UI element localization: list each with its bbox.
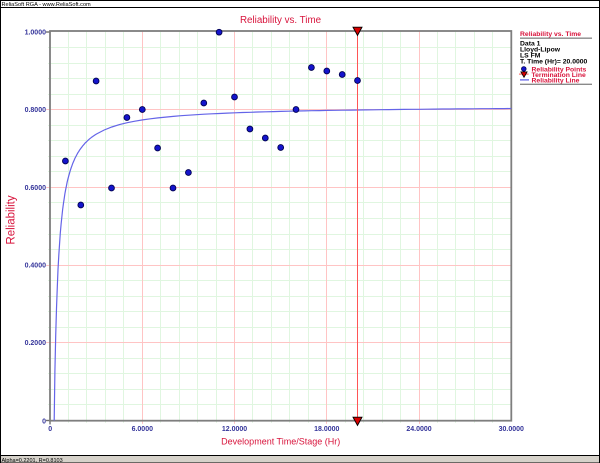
svg-text:LS FM: LS FM — [520, 53, 541, 60]
svg-text:30.0000: 30.0000 — [499, 426, 524, 433]
svg-text:0.8000: 0.8000 — [25, 107, 47, 114]
svg-text:Lloyd-Lipow: Lloyd-Lipow — [520, 47, 561, 54]
svg-text:ReliaSoft RGA - www.ReliaSoft.: ReliaSoft RGA - www.ReliaSoft.com — [2, 2, 92, 8]
svg-text:12.0000: 12.0000 — [222, 426, 247, 433]
svg-text:0: 0 — [48, 426, 52, 433]
svg-text:Reliability Line: Reliability Line — [532, 77, 580, 84]
svg-text:Reliability Points: Reliability Points — [532, 66, 587, 73]
svg-text:Reliability vs. Time: Reliability vs. Time — [240, 15, 322, 26]
svg-text:18.0000: 18.0000 — [314, 426, 339, 433]
svg-text:Reliability: Reliability — [6, 195, 18, 244]
svg-text:Alpha=0.2201, R=0.8103: Alpha=0.2201, R=0.8103 — [2, 458, 63, 463]
svg-text:0: 0 — [42, 418, 46, 425]
svg-text:Reliability vs. Time: Reliability vs. Time — [520, 31, 581, 38]
svg-text:24.0000: 24.0000 — [406, 426, 431, 433]
svg-text:Termination Line: Termination Line — [532, 72, 586, 79]
svg-text:0.6000: 0.6000 — [25, 185, 47, 192]
svg-text:T. Time (Hr)= 20.0000: T. Time (Hr)= 20.0000 — [520, 59, 588, 66]
svg-text:6.0000: 6.0000 — [132, 426, 154, 433]
svg-text:Data 1: Data 1 — [520, 41, 541, 48]
svg-text:0.2000: 0.2000 — [25, 340, 47, 347]
svg-text:0.4000: 0.4000 — [25, 263, 47, 270]
svg-text:Development Time/Stage (Hr): Development Time/Stage (Hr) — [221, 437, 340, 447]
svg-text:1.0000: 1.0000 — [25, 29, 47, 36]
